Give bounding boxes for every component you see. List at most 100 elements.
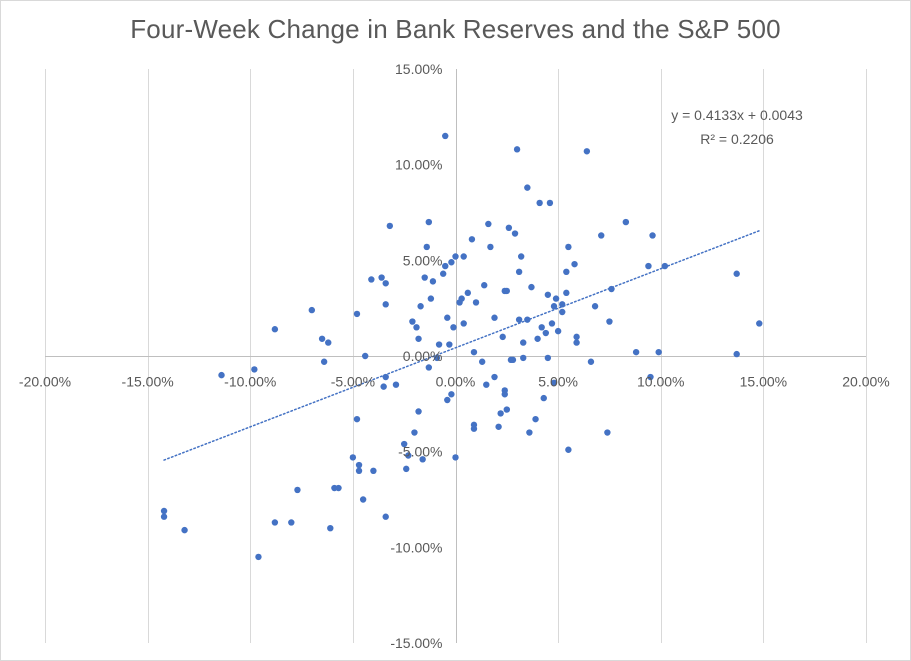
axes (45, 69, 866, 643)
data-point (382, 513, 389, 520)
data-point (598, 232, 605, 239)
data-point (355, 467, 363, 474)
data-point (425, 364, 433, 371)
x-tick-label: 15.00% (740, 374, 787, 390)
data-point (353, 415, 361, 423)
x-tick-label: -10.00% (224, 374, 276, 390)
data-point (544, 291, 552, 298)
data-point (532, 415, 539, 423)
data-point (349, 454, 357, 461)
data-point (425, 218, 433, 226)
data-point (542, 329, 550, 337)
data-point (559, 301, 566, 308)
data-point (481, 282, 488, 289)
x-tick-label: 10.00% (637, 374, 684, 390)
y-tick-label: -5.00% (398, 444, 442, 460)
data-point (386, 222, 394, 230)
trendline-layer (163, 229, 761, 461)
data-point (534, 335, 541, 342)
data-point (548, 320, 556, 327)
data-point (573, 339, 580, 346)
data-point (413, 324, 420, 331)
trendline-annotation: y = 0.4133x + 0.0043 R² = 0.2206 (671, 107, 803, 147)
data-point (417, 303, 424, 310)
data-point (380, 383, 387, 390)
data-point (400, 440, 408, 448)
tick-labels: -20.00% -15.00% -10.00% -5.00% 0.00% 5.00% 10.… (19, 61, 890, 651)
data-point (501, 391, 508, 398)
data-point (550, 303, 558, 310)
trendline-equation: y = 0.4133x + 0.0043 (671, 107, 803, 123)
data-point (503, 287, 511, 295)
data-point (335, 484, 342, 492)
data-point (382, 301, 389, 308)
data-point (444, 396, 451, 404)
data-point (583, 148, 591, 155)
data-point (419, 456, 426, 463)
x-tick-label: -15.00% (122, 374, 174, 390)
y-tick-label: 0.00% (403, 348, 443, 364)
data-point (181, 526, 188, 534)
data-point (370, 467, 377, 474)
data-point (448, 391, 455, 398)
data-point (591, 303, 599, 310)
data-point (271, 519, 279, 526)
data-point (524, 316, 531, 323)
data-point (487, 243, 494, 251)
y-tick-label: -15.00% (390, 635, 442, 651)
data-point (271, 326, 279, 333)
data-point (382, 280, 389, 287)
data-point (320, 358, 328, 365)
data-point (361, 352, 369, 360)
data-point (378, 274, 385, 281)
x-tick-label: -20.00% (19, 374, 71, 390)
data-point (355, 461, 363, 469)
data-point (353, 310, 361, 318)
data-point (509, 356, 517, 364)
data-point (427, 295, 435, 302)
data-point (458, 295, 465, 302)
data-point (452, 454, 459, 461)
data-point (491, 314, 498, 321)
data-point (645, 262, 652, 270)
data-point (450, 324, 457, 331)
data-point (444, 314, 451, 321)
data-point (517, 253, 525, 260)
y-tick-label: 5.00% (403, 252, 443, 268)
data-point (546, 199, 554, 207)
data-point (327, 525, 334, 532)
data-point (470, 421, 478, 429)
data-point (550, 379, 558, 386)
data-point (563, 289, 570, 297)
data-point (520, 339, 527, 346)
data-point (464, 289, 472, 297)
data-point (429, 278, 437, 285)
trendline-r-squared: R² = 0.2206 (700, 131, 774, 147)
data-point (460, 320, 467, 327)
data-point (160, 513, 168, 520)
y-tick-label: -10.00% (390, 539, 442, 555)
y-tick-label: 10.00% (395, 157, 442, 173)
y-tick-label: 15.00% (395, 61, 442, 77)
data-point (403, 465, 410, 473)
data-point (649, 232, 656, 239)
data-point (563, 268, 570, 276)
data-point (538, 324, 545, 331)
data-point (515, 316, 523, 323)
data-point (460, 253, 467, 260)
data-point (733, 350, 740, 358)
data-point (359, 496, 367, 503)
data-point (733, 270, 740, 277)
data-point (442, 132, 449, 140)
data-point (587, 358, 595, 365)
data-point (565, 243, 572, 251)
data-point (478, 358, 486, 365)
data-point (544, 354, 552, 362)
data-point (483, 381, 490, 388)
data-point (540, 394, 547, 402)
data-point (368, 276, 375, 283)
chart-title: Four-Week Change in Bank Reserves and th… (130, 14, 781, 44)
data-point (632, 348, 640, 356)
